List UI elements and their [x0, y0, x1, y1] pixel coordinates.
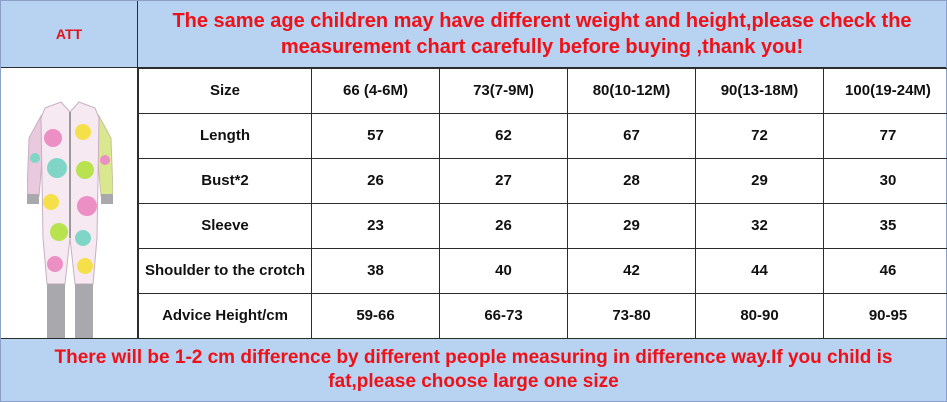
size-header-cell: 90(13-18M): [695, 68, 824, 114]
table-cell: 26: [311, 158, 440, 204]
header-message: The same age children may have different…: [172, 10, 912, 58]
table-cell: 90-95: [823, 293, 947, 339]
table-cell: 32: [695, 203, 824, 249]
table-cell: 26: [439, 203, 568, 249]
table-cell: 29: [695, 158, 824, 204]
table-cell: 67: [567, 113, 696, 159]
table-cell: 44: [695, 248, 824, 294]
table-cell: 38: [311, 248, 440, 294]
table-cell: 42: [567, 248, 696, 294]
size-table: Size 66 (4-6M) 73(7-9M) 80(10-12M) 90(13-18M…: [138, 68, 947, 339]
table-row: Shoulder to the crotch 38 40 42 44 46: [138, 248, 947, 294]
row-label: Advice Height/cm: [138, 293, 312, 339]
size-header-cell: 80(10-12M): [567, 68, 696, 114]
table-cell: 35: [823, 203, 947, 249]
table-cell: 30: [823, 158, 947, 204]
brand-label: ATT: [1, 1, 138, 67]
table-cell: 27: [439, 158, 568, 204]
table-row: Sleeve 23 26 29 32 35: [138, 203, 947, 249]
table-cell: 62: [439, 113, 568, 159]
table-cell: 73-80: [567, 293, 696, 339]
table-cell: 59-66: [311, 293, 440, 339]
table-cell: 72: [695, 113, 824, 159]
table-cell: 66-73: [439, 293, 568, 339]
table-cell: 29: [567, 203, 696, 249]
header-banner: ATT The same age children may have diffe…: [1, 1, 946, 68]
footer-note: There will be 1-2 cm difference by diffe…: [1, 338, 946, 401]
size-header-cell: 73(7-9M): [439, 68, 568, 114]
row-label: Size: [138, 68, 312, 114]
row-label: Sleeve: [138, 203, 312, 249]
table-row: Size 66 (4-6M) 73(7-9M) 80(10-12M) 90(13-18M…: [138, 68, 947, 114]
size-header-cell: 66 (4-6M): [311, 68, 440, 114]
table-row: Advice Height/cm 59-66 66-73 73-80 80-90 90-9…: [138, 293, 947, 339]
table-cell: 57: [311, 113, 440, 159]
table-cell: 23: [311, 203, 440, 249]
table-cell: 46: [823, 248, 947, 294]
product-image-cell: [1, 68, 138, 340]
table-cell: 77: [823, 113, 947, 159]
table-cell: 40: [439, 248, 568, 294]
row-label: Shoulder to the crotch: [138, 248, 312, 294]
table-cell: 80-90: [695, 293, 824, 339]
table-cell: 28: [567, 158, 696, 204]
size-header-cell: 100(19-24M): [823, 68, 947, 114]
row-label: Length: [138, 113, 312, 159]
table-row: Bust*2 26 27 28 29 30: [138, 158, 947, 204]
romper-image: [27, 101, 113, 340]
row-label: Bust*2: [138, 158, 312, 204]
table-row: Length 57 62 67 72 77: [138, 113, 947, 159]
